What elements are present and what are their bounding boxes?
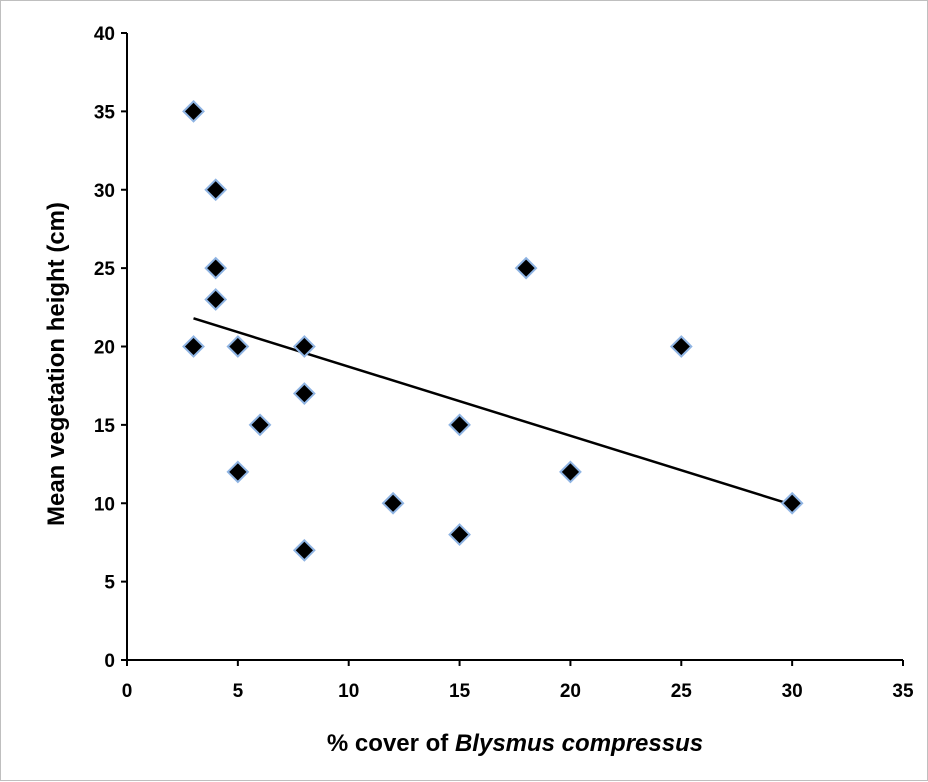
data-point: [292, 335, 316, 358]
data-point: [514, 256, 538, 280]
x-tick-label: 20: [560, 681, 581, 702]
y-tick-label: 35: [94, 102, 116, 123]
data-point: [182, 335, 205, 358]
data-points: [182, 99, 804, 562]
data-point: [204, 256, 228, 280]
data-point: [226, 460, 250, 484]
y-tick-label: 20: [94, 338, 115, 359]
trendline-group: [193, 317, 793, 507]
x-tick-label: 30: [782, 681, 803, 702]
y-tick-label: 5: [104, 573, 115, 594]
y-tick-label: 25: [94, 259, 116, 280]
x-tick-label: 15: [449, 681, 471, 702]
data-point: [226, 335, 250, 358]
x-tick-label: 5: [233, 681, 244, 702]
y-tick-label: 0: [104, 651, 115, 672]
data-point: [381, 491, 405, 515]
data-point: [559, 460, 582, 484]
x-tick-label: 10: [338, 681, 359, 702]
data-point: [669, 335, 693, 358]
data-point: [292, 382, 316, 405]
y-tick-label: 10: [94, 494, 115, 515]
data-point: [204, 178, 228, 202]
y-tick-label: 40: [94, 24, 115, 45]
x-tick-label: 0: [122, 681, 133, 702]
data-point: [780, 491, 804, 515]
data-point: [204, 288, 228, 311]
data-point: [182, 99, 205, 123]
data-point: [448, 523, 471, 547]
y-tick-label: 30: [94, 181, 115, 202]
data-point: [448, 413, 471, 437]
y-axis-title: Mean vegetation height (cm): [43, 202, 70, 526]
x-axis-title-prefix: % cover of: [327, 730, 455, 757]
data-point: [292, 538, 316, 562]
axes: 0 5 10 15 20 25 30 35 40 0 5 10 15 20 25 30 35: [94, 24, 914, 702]
trendline: [193, 317, 793, 507]
y-tick-label: 15: [94, 416, 116, 437]
x-tick-label: 25: [671, 681, 693, 702]
x-tick-label: 35: [892, 681, 914, 702]
x-axis-title: % cover of Blysmus compressus: [327, 730, 703, 757]
data-point: [248, 413, 272, 437]
x-axis-title-species: Blysmus compressus: [455, 730, 703, 757]
